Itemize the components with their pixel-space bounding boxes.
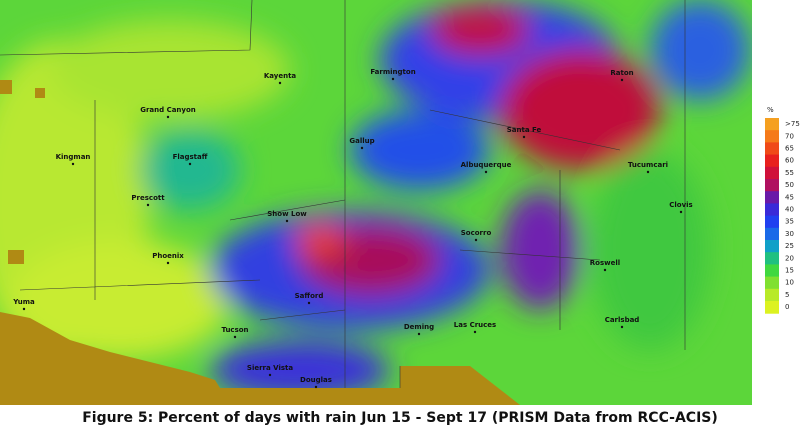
city-label: Roswell (590, 259, 620, 267)
city-dot (71, 162, 75, 166)
legend-unit: % (767, 106, 774, 114)
legend-swatch (765, 203, 779, 217)
city-dot (314, 385, 318, 389)
legend-label: 25 (785, 242, 794, 250)
city-label: Safford (295, 292, 324, 300)
legend-swatch (765, 240, 779, 253)
city-dot (646, 170, 650, 174)
city-dot (146, 203, 150, 207)
legend-label: 20 (785, 254, 794, 262)
caption: Figure 5: Percent of days with rain Jun … (82, 410, 718, 426)
legend-label: 10 (785, 279, 794, 287)
city-label: Kayenta (264, 72, 297, 80)
legend-label: 60 (785, 157, 794, 165)
legend-swatch (765, 142, 779, 156)
city-label: Tucumcari (628, 161, 668, 169)
legend-label: 30 (785, 230, 794, 238)
city-dot (22, 307, 26, 311)
legend-label: 15 (785, 267, 794, 275)
city-label: Clovis (669, 201, 692, 209)
legend-label: 55 (785, 169, 794, 177)
city-dot (166, 261, 170, 265)
city-dot (474, 238, 478, 242)
city-dot (391, 77, 395, 81)
legend-swatch (765, 252, 779, 265)
map (0, 0, 752, 405)
legend-label: 50 (785, 181, 794, 189)
city-label: Sierra Vista (247, 364, 293, 372)
legend-swatch (765, 154, 779, 168)
legend-label: 0 (785, 303, 789, 311)
legend-swatch (765, 301, 779, 314)
city-dot (278, 81, 282, 85)
city-label: Farmington (370, 68, 415, 76)
city-label: Prescott (131, 194, 165, 202)
city-label: Deming (404, 323, 434, 331)
city-dot (417, 332, 421, 336)
city-dot (620, 78, 624, 82)
city-label: Show Low (267, 210, 307, 218)
city-label: Yuma (12, 298, 35, 306)
city-label: Santa Fe (507, 126, 542, 134)
legend-swatch (765, 264, 779, 278)
city-dot (473, 330, 477, 334)
city-dot (679, 210, 683, 214)
city-label: Albuquerque (461, 161, 512, 169)
city-dot (360, 146, 364, 150)
city-label: Las Cruces (454, 321, 496, 329)
city-label: Douglas (300, 376, 332, 384)
legend-swatch (765, 227, 779, 241)
legend-swatch (765, 118, 779, 131)
city-dot (166, 115, 170, 119)
legend-label: 35 (785, 218, 794, 226)
city-label: Gallup (349, 137, 374, 145)
city-dot (620, 325, 624, 329)
city-label: Carlsbad (605, 316, 640, 324)
city-dot (188, 162, 192, 166)
city-label: Tucson (221, 326, 248, 334)
legend-label: 45 (785, 193, 794, 201)
city-dot (484, 170, 488, 174)
city-dot (268, 373, 272, 377)
legend-label: 5 (785, 291, 789, 299)
legend-swatch (765, 191, 779, 204)
legend-swatch (765, 288, 779, 302)
legend-swatch (765, 130, 779, 143)
city-dot (307, 301, 311, 305)
city-label: Socorro (461, 229, 492, 237)
legend-label: 70 (785, 132, 794, 140)
legend-swatch (765, 215, 779, 229)
city-label: Raton (610, 69, 633, 77)
city-dot (233, 335, 237, 339)
city-dot (285, 219, 289, 223)
city-labels: Kayenta Farmington Raton Grand Canyon Santa … (12, 68, 693, 389)
city-label: Kingman (56, 153, 91, 161)
legend-swatch (765, 166, 779, 180)
city-label: Flagstaff (173, 153, 208, 161)
city-label: Phoenix (152, 252, 184, 260)
legend-label: 40 (785, 206, 794, 214)
legend-label: 65 (785, 145, 794, 153)
legend-label: >75 (785, 120, 800, 128)
city-dot (522, 135, 526, 139)
legend-swatch (765, 276, 779, 290)
legend-swatch (765, 179, 779, 192)
city-label: Grand Canyon (140, 106, 196, 114)
city-dot (603, 268, 607, 272)
